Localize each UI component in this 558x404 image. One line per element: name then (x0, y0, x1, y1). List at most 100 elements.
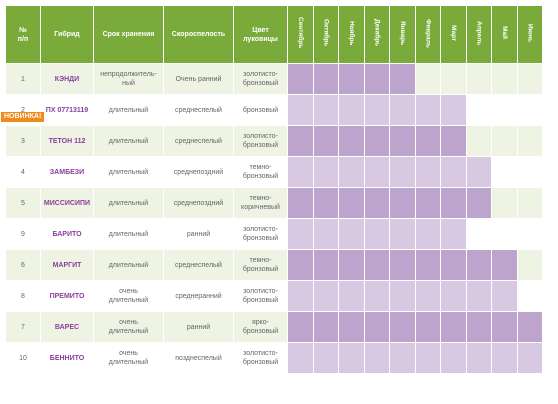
storage-month-cell (414, 125, 441, 157)
storage: непродолжитель- ный (93, 63, 164, 95)
bulb-color: ярко- бронзовый (233, 311, 288, 343)
storage-month-cell (440, 218, 467, 250)
month-label: Ноябрь (347, 20, 355, 46)
ripeness: Очень ранний (163, 63, 234, 95)
header-month: Декабрь (363, 5, 390, 64)
storage: длительный (93, 125, 164, 157)
storage-month-cell (414, 94, 441, 126)
storage: очень длительный (93, 280, 164, 312)
storage-month-cell (338, 218, 365, 250)
header-month: Май (491, 5, 518, 64)
ripeness: ранний (163, 218, 234, 250)
bulb-color: темно- бронзовый (233, 156, 288, 188)
storage-month-cell (389, 63, 416, 95)
storage: длительный (93, 218, 164, 250)
storage-month-cell (287, 63, 314, 95)
storage-month-cell (414, 311, 441, 343)
storage-month-cell (287, 187, 314, 219)
storage-month-cell (287, 94, 314, 126)
storage-month-cell (287, 125, 314, 157)
storage-month-cell (440, 125, 467, 157)
storage-month-cell (338, 125, 365, 157)
storage: длительный (93, 156, 164, 188)
storage-month-cell (363, 187, 390, 219)
table-row: 9 БАРИТО длительный ранний золотисто- бронзо… (5, 218, 543, 250)
storage-month-cell (491, 342, 518, 374)
storage-month-cell (465, 187, 492, 219)
header-row: № п/п Гибрид Срок хранения Скороспелость… (5, 5, 543, 64)
storage-month-cell (287, 280, 314, 312)
hybrid-table: № п/п Гибрид Срок хранения Скороспелость… (1, 5, 543, 374)
hybrid-name: ПХ 07713119 (40, 94, 94, 126)
storage-month-cell (338, 156, 365, 188)
storage-month-cell (312, 249, 339, 281)
storage-month-cell (440, 156, 467, 188)
empty-month-cell (516, 280, 543, 312)
storage-month-cell (389, 187, 416, 219)
empty-month-cell (491, 125, 518, 157)
month-label: Сентябрь (296, 17, 304, 49)
header-ripeness: Скороспелость (163, 5, 234, 64)
storage-month-cell (389, 125, 416, 157)
row-number: 2 НОВИНКА! (1, 94, 45, 126)
storage-month-cell (389, 280, 416, 312)
storage-month-cell (338, 63, 365, 95)
hybrid-name: ПРЕМИТО (40, 280, 94, 312)
hybrid-name: ТЕТОН 112 (40, 125, 94, 157)
empty-month-cell (516, 125, 543, 157)
empty-month-cell (516, 218, 543, 250)
number-text: 7 (21, 323, 25, 331)
storage-month-cell (516, 342, 543, 374)
month-label: Январь (398, 20, 406, 46)
row-number: 4 (5, 156, 41, 188)
header-month: Март (440, 5, 467, 64)
header-number: № п/п (5, 5, 41, 64)
storage-month-cell (312, 342, 339, 374)
storage-month-cell (363, 280, 390, 312)
month-label: Март (449, 24, 457, 42)
hybrid-name: БАРИТО (40, 218, 94, 250)
row-number: 8 (5, 280, 41, 312)
storage-month-cell (287, 156, 314, 188)
month-label: Апрель (475, 20, 483, 46)
header-month: Апрель (465, 5, 492, 64)
storage-month-cell (414, 342, 441, 374)
header-storage: Срок хранения (93, 5, 164, 64)
header-month: Ноябрь (338, 5, 365, 64)
storage-month-cell (414, 218, 441, 250)
storage-month-cell (338, 249, 365, 281)
number-text: 4 (21, 168, 25, 176)
month-label: Май (500, 26, 508, 40)
bulb-color: золотисто- бронзовый (233, 342, 288, 374)
storage-month-cell (389, 218, 416, 250)
empty-month-cell (516, 63, 543, 95)
storage-month-cell (465, 249, 492, 281)
empty-month-cell (465, 94, 492, 126)
empty-month-cell (465, 218, 492, 250)
ripeness: среднеспелый (163, 94, 234, 126)
storage-month-cell (312, 125, 339, 157)
bulb-color: золотисто- бронзовый (233, 218, 288, 250)
storage: длительный (93, 94, 164, 126)
storage-month-cell (363, 156, 390, 188)
row-number: 10 (5, 342, 41, 374)
storage-month-cell (363, 311, 390, 343)
storage-month-cell (414, 187, 441, 219)
ripeness: позднеспелый (163, 342, 234, 374)
storage-month-cell (363, 249, 390, 281)
storage-month-cell (312, 63, 339, 95)
bulb-color: золотисто- бронзовый (233, 280, 288, 312)
storage-month-cell (363, 94, 390, 126)
storage: очень длительный (93, 311, 164, 343)
header-month: Февраль (414, 5, 441, 64)
number-text: 8 (21, 292, 25, 300)
storage-month-cell (491, 280, 518, 312)
storage-month-cell (440, 187, 467, 219)
storage: длительный (93, 187, 164, 219)
number-text: 9 (21, 230, 25, 238)
storage-month-cell (414, 280, 441, 312)
empty-month-cell (465, 125, 492, 157)
storage-month-cell (389, 342, 416, 374)
storage-month-cell (440, 280, 467, 312)
